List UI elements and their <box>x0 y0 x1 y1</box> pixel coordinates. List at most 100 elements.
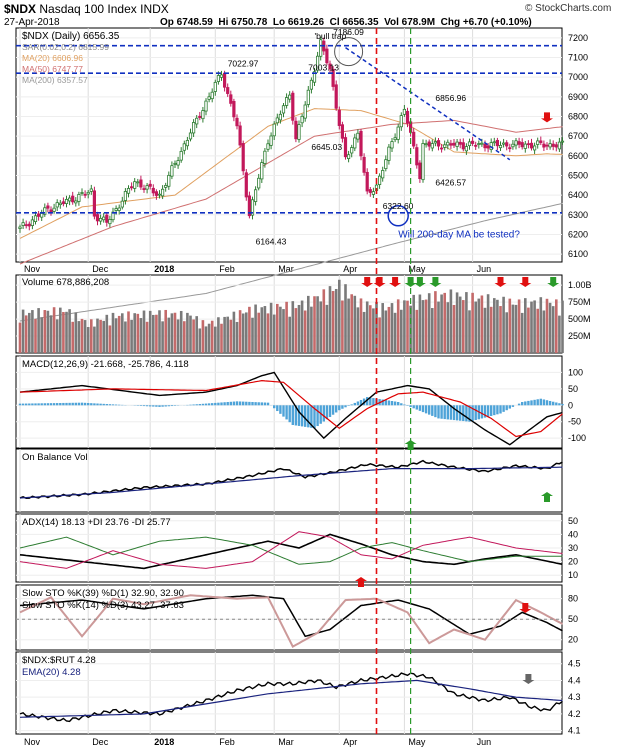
price-annotation: 6856.96 <box>435 93 466 103</box>
candle <box>365 171 369 192</box>
volume-bar <box>155 314 158 353</box>
macd-hist-bar <box>90 403 93 406</box>
candle <box>164 185 168 188</box>
price-tick-label: 6200 <box>568 229 588 239</box>
volume-bar <box>86 327 90 353</box>
volume-bar <box>499 306 502 353</box>
volume-bar <box>480 295 484 353</box>
candle <box>291 92 295 121</box>
candle <box>334 84 338 109</box>
volume-tick-label: 250M <box>568 331 591 341</box>
candle <box>235 117 239 127</box>
volume-bar <box>127 311 130 353</box>
macd-hist-bar <box>288 405 291 423</box>
volume-bar <box>117 315 121 353</box>
volume-bar <box>282 309 285 353</box>
volume-arrow <box>429 277 442 287</box>
volume-bar <box>300 300 304 353</box>
macd-hist-bar <box>412 405 415 409</box>
volume-bar <box>471 292 474 353</box>
macd-hist-bar <box>418 405 422 411</box>
macd-hist-bar <box>406 405 409 406</box>
panel-tick-label: 4.4 <box>568 675 581 685</box>
volume-bar <box>121 313 124 353</box>
candle <box>27 223 31 227</box>
ma-line <box>19 202 563 322</box>
macd-hist-bar <box>483 405 487 418</box>
candle <box>55 202 59 208</box>
macd-hist-bar <box>536 399 539 406</box>
volume-bar <box>294 308 298 353</box>
candle <box>337 109 341 126</box>
macd-hist-bar <box>173 405 177 406</box>
candle <box>362 156 366 173</box>
candle <box>470 140 475 144</box>
volume-bar <box>204 326 208 353</box>
volume-bar <box>111 312 115 353</box>
candle <box>387 146 391 161</box>
volume-bar <box>257 312 260 353</box>
macd-hist-bar <box>96 403 99 406</box>
volume-bar <box>297 304 301 353</box>
macd-hist-bar <box>462 405 465 422</box>
macd-hist-bar <box>499 405 502 414</box>
macd-hist-bar <box>474 405 477 421</box>
volume-bar <box>393 312 397 353</box>
candle <box>30 219 35 226</box>
candle <box>309 79 314 90</box>
volume-bar <box>161 321 164 353</box>
macd-hist-bar <box>105 404 108 406</box>
candle <box>191 122 196 134</box>
candle <box>526 143 531 146</box>
indicator-line <box>19 536 563 565</box>
candle <box>443 144 447 148</box>
x-tick-bottom: Nov <box>24 737 41 747</box>
macd-hist-bar <box>37 403 40 406</box>
macd-hist-bar <box>189 404 192 406</box>
candle <box>89 188 93 192</box>
macd-hist-bar <box>68 402 71 406</box>
candle <box>83 193 87 196</box>
macd-hist-bar <box>198 404 201 406</box>
candle <box>439 147 444 150</box>
candle <box>201 110 205 120</box>
candle <box>393 137 397 141</box>
candle <box>331 68 335 87</box>
macd-hist-bar <box>397 402 400 406</box>
macd-hist-bar <box>446 405 449 420</box>
candle <box>102 216 106 221</box>
volume-bar <box>334 288 338 353</box>
volume-bar <box>276 303 279 353</box>
volume-bar <box>49 315 53 353</box>
macd-hist-bar <box>335 405 338 413</box>
macd-hist-bar <box>517 403 521 406</box>
volume-arrow <box>494 277 507 287</box>
macd-hist-bar <box>152 405 155 407</box>
volume-bar <box>291 301 295 353</box>
candle <box>226 87 230 94</box>
candle <box>61 201 66 205</box>
volume-bar <box>167 317 171 353</box>
indicator-line <box>19 379 563 438</box>
volume-bar <box>220 323 223 353</box>
candle <box>250 199 255 216</box>
candle <box>399 115 403 128</box>
volume-bar <box>424 299 428 353</box>
candle <box>46 205 50 209</box>
candle <box>501 142 506 145</box>
candle <box>170 165 174 177</box>
candle <box>405 110 410 124</box>
candle <box>319 39 323 57</box>
macd-hist-bar <box>310 405 313 428</box>
macd-hist-bar <box>74 402 77 406</box>
ma-line <box>19 119 563 265</box>
candle <box>176 160 180 166</box>
panel-tick-label: 0 <box>568 400 573 410</box>
volume-bar <box>384 310 388 353</box>
macd-hist-bar <box>238 401 242 406</box>
macd-hist-bar <box>533 399 536 406</box>
adx-arrow-up <box>355 577 367 587</box>
candle <box>229 94 233 104</box>
